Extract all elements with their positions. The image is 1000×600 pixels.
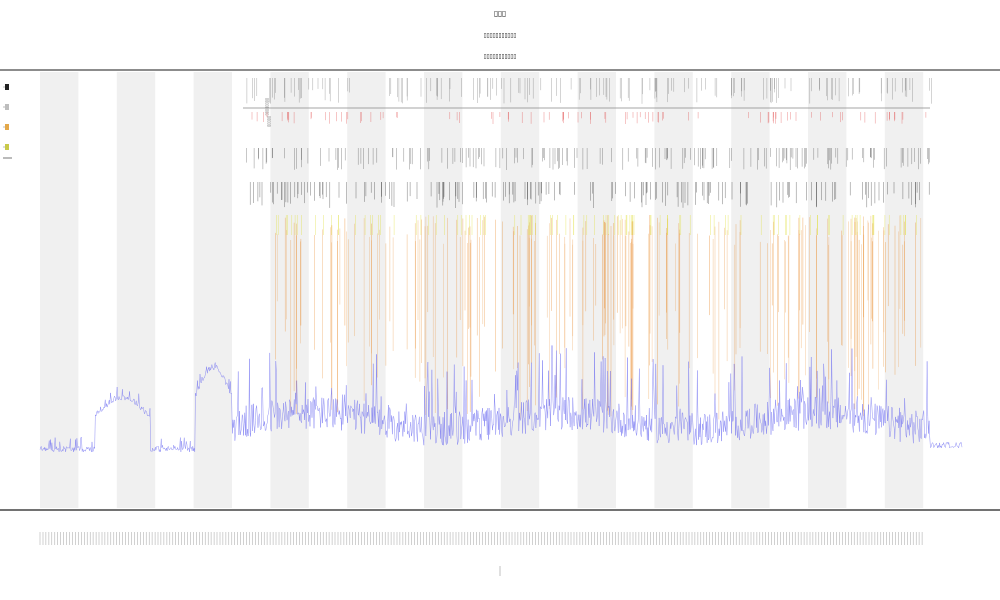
background-band bbox=[193, 72, 232, 508]
event-tracks: ▯▯▯▯▯▯▯▯ ▯▯▯▯▯ bbox=[243, 78, 932, 208]
chart-title: ▯▯▯ ▯▯▯▯▯▯▯▯▯▯▯ ▯▯▯▯▯▯▯▯▯▯▯ bbox=[484, 9, 517, 60]
background-band bbox=[654, 72, 693, 508]
background-band bbox=[577, 72, 616, 508]
title-line-3: ▯▯▯▯▯▯▯▯▯▯▯ bbox=[484, 53, 517, 60]
background-band bbox=[40, 72, 79, 508]
legend-swatch bbox=[5, 124, 9, 130]
event-track-label-2: ▯▯▯▯▯ bbox=[267, 116, 272, 127]
series-line-blue bbox=[39, 345, 963, 453]
background-band bbox=[347, 72, 386, 508]
legend-swatch bbox=[5, 84, 9, 90]
background-bands bbox=[40, 72, 924, 508]
background-band bbox=[116, 72, 156, 508]
event-track-label: ▯▯▯▯▯▯▯▯ bbox=[265, 98, 270, 116]
legend-swatch bbox=[5, 144, 9, 150]
title-line-1: ▯▯▯ bbox=[494, 9, 506, 18]
legend-swatch bbox=[5, 104, 9, 110]
background-band bbox=[884, 72, 924, 508]
background-band bbox=[270, 72, 309, 508]
background-band bbox=[731, 72, 770, 508]
vertical-event-lines bbox=[275, 215, 921, 420]
series-line-path bbox=[39, 345, 963, 453]
x-tick-labels bbox=[39, 532, 923, 545]
title-line-2: ▯▯▯▯▯▯▯▯▯▯▯ bbox=[484, 32, 517, 39]
chart-legend bbox=[3, 84, 12, 159]
